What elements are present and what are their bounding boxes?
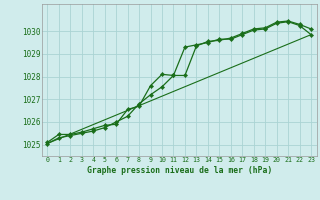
X-axis label: Graphe pression niveau de la mer (hPa): Graphe pression niveau de la mer (hPa) — [87, 166, 272, 175]
